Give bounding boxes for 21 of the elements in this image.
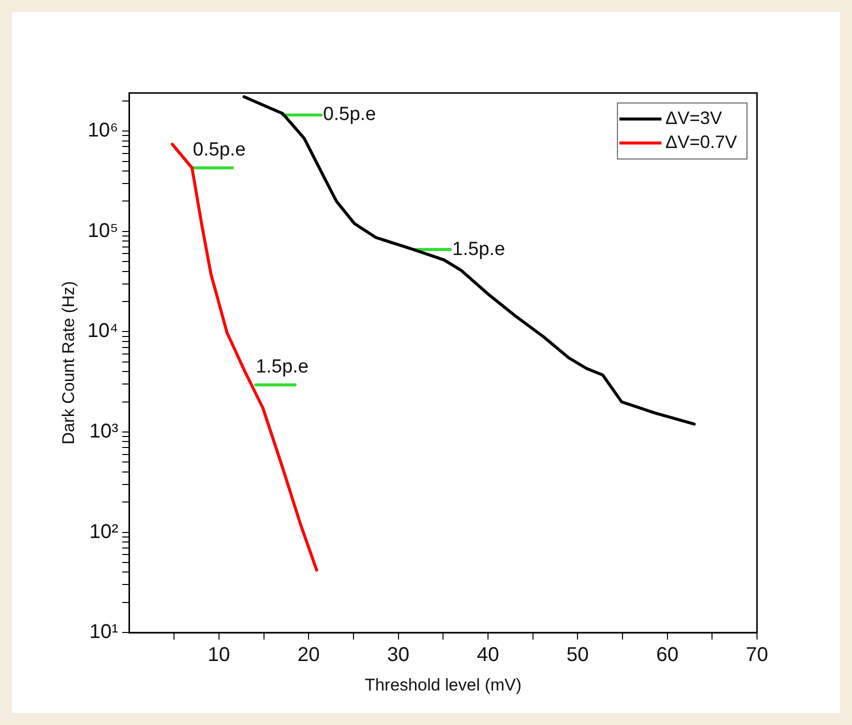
y-tick-label: 10³: [89, 420, 119, 443]
x-tick-label: 40: [476, 644, 500, 666]
y-tick-label: 10⁴: [87, 320, 118, 342]
annotation: 1.5p.e: [256, 356, 309, 378]
annotation: 1.5p.e: [452, 238, 506, 260]
y-axis-title: Dark Count Rate (Hz): [58, 281, 78, 445]
annotation: 0.5p.e: [192, 140, 246, 161]
x-tick-label: 10: [208, 644, 230, 666]
legend-label: ΔV=3V: [665, 108, 722, 128]
y-tick-label: 10⁵: [88, 220, 118, 242]
y-tick-label: 10⁶: [88, 120, 118, 142]
x-tick-label: 50: [566, 644, 589, 666]
x-axis-title: Threshold level (mV): [364, 675, 522, 694]
x-tick-label: 70: [746, 644, 768, 666]
y-tick-label: 10²: [89, 520, 119, 543]
y-tick-label: 10¹: [89, 621, 119, 644]
x-tick-label: 30: [387, 644, 410, 666]
annotation: 0.5p.e: [323, 104, 376, 126]
legend-label: ΔV=0.7V: [665, 132, 738, 152]
x-tick-label: 20: [297, 644, 320, 666]
x-tick-label: 60: [656, 644, 678, 666]
